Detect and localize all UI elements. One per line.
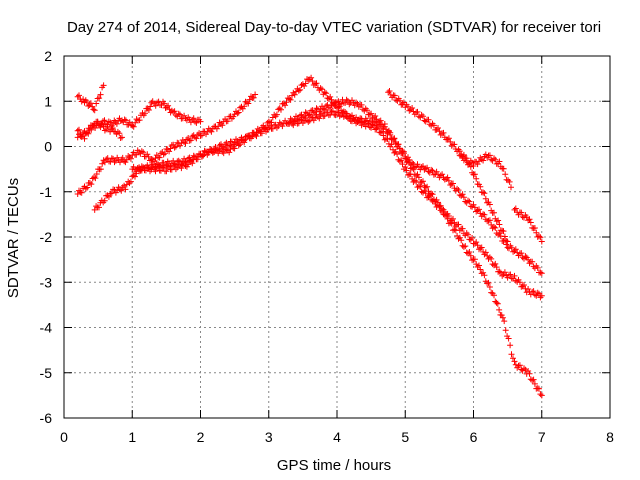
y-tick-label: 1 — [44, 93, 52, 109]
series-points — [74, 91, 259, 197]
series-s10 — [511, 205, 545, 245]
series-points — [74, 98, 204, 141]
ticks — [63, 55, 611, 419]
series-points — [74, 118, 125, 142]
x-tick-labels: 0 1 2 3 4 5 6 7 8 — [60, 429, 614, 445]
x-tick-label: 6 — [470, 429, 478, 445]
y-tick-labels: -6 -5 -4 -3 -2 -1 0 1 2 — [40, 48, 53, 426]
series-s5 — [91, 96, 545, 399]
x-tick-label: 8 — [606, 429, 614, 445]
x-tick-label: 0 — [60, 429, 68, 445]
x-axis-title: GPS time / hours — [277, 457, 391, 474]
series-points — [456, 151, 514, 191]
series-points — [74, 82, 107, 114]
y-tick-label: 0 — [44, 139, 52, 155]
x-tick-label: 3 — [265, 429, 273, 445]
series-s9 — [456, 151, 514, 191]
y-tick-label: -3 — [40, 274, 53, 290]
series-s3 — [74, 118, 125, 142]
series-points — [511, 205, 545, 245]
series-s1 — [74, 82, 107, 114]
y-tick-label: -1 — [40, 184, 53, 200]
x-tick-label: 5 — [401, 429, 409, 445]
chart-title: Day 274 of 2014, Sidereal Day-to-day VTE… — [67, 19, 601, 36]
y-axis-title: SDTVAR / TECUs — [5, 178, 22, 298]
y-tick-label: -6 — [40, 410, 53, 426]
x-tick-label: 1 — [128, 429, 136, 445]
series-s7 — [286, 108, 545, 277]
y-tick-label: -5 — [40, 365, 53, 381]
x-tick-label: 2 — [197, 429, 205, 445]
series-points — [286, 108, 545, 277]
series-s2 — [74, 98, 204, 141]
x-tick-label: 7 — [538, 429, 546, 445]
y-tick-label: 2 — [44, 48, 52, 64]
series-s4 — [74, 91, 259, 197]
series-points — [91, 96, 545, 399]
x-tick-label: 4 — [333, 429, 341, 445]
y-tick-label: -4 — [40, 320, 53, 336]
data-series — [74, 74, 545, 399]
y-tick-label: -2 — [40, 229, 53, 245]
